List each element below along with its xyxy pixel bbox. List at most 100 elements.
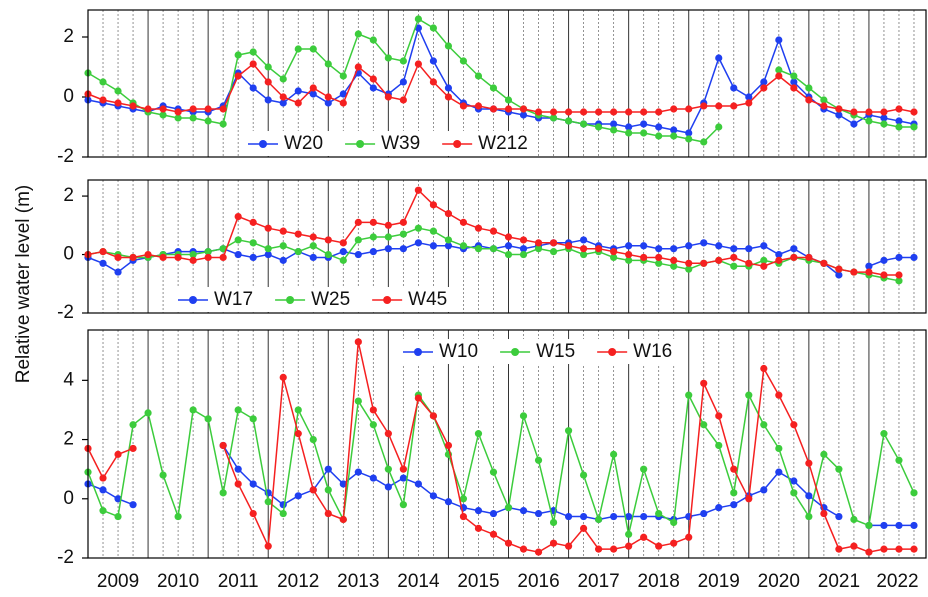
data-point: [700, 379, 708, 387]
data-point: [670, 256, 678, 264]
data-point: [640, 129, 648, 137]
legend-marker: [453, 140, 462, 148]
legend: W10 W15 W16: [399, 339, 677, 365]
data-point: [324, 99, 332, 107]
data-point: [880, 120, 888, 128]
series-line: [778, 69, 914, 128]
data-point: [760, 486, 768, 494]
data-point: [775, 250, 783, 259]
data-point: [655, 123, 663, 131]
data-point: [610, 545, 618, 553]
legend: W17 W25 W45: [174, 287, 452, 313]
data-point: [129, 102, 137, 110]
data-point: [579, 236, 588, 244]
data-point: [685, 105, 693, 113]
y-tick-label: 2: [63, 26, 74, 47]
data-point: [685, 533, 693, 541]
data-point: [489, 468, 498, 476]
data-point: [414, 394, 422, 402]
data-point: [534, 509, 543, 518]
data-point: [534, 456, 543, 464]
data-point: [444, 236, 453, 244]
plot-frame: [87, 179, 927, 314]
data-point: [234, 406, 242, 414]
data-point: [384, 54, 392, 62]
data-point: [865, 262, 873, 270]
data-point: [129, 444, 137, 453]
data-point: [294, 248, 302, 256]
data-point: [354, 218, 362, 226]
data-point: [595, 108, 603, 116]
data-point: [519, 236, 528, 244]
data-point: [579, 120, 588, 128]
data-point: [730, 253, 738, 262]
data-point: [519, 545, 528, 553]
data-point: [685, 391, 693, 399]
data-point: [625, 129, 633, 137]
data-point: [309, 486, 317, 494]
data-point: [640, 242, 648, 250]
data-point: [640, 108, 648, 116]
data-point: [189, 250, 197, 259]
data-point: [775, 444, 783, 453]
data-point: [159, 105, 167, 113]
data-point: [474, 72, 483, 80]
data-point: [610, 253, 618, 262]
data-point: [640, 253, 648, 262]
data-point: [384, 483, 392, 491]
data-point: [895, 271, 903, 279]
data-point: [429, 57, 438, 65]
data-point: [144, 409, 152, 417]
data-point: [564, 108, 573, 116]
data-point: [579, 108, 588, 116]
data-point: [910, 253, 918, 262]
data-point: [610, 120, 618, 128]
data-point: [399, 96, 407, 104]
data-point: [519, 111, 528, 119]
data-point: [504, 504, 513, 512]
data-point: [579, 512, 588, 521]
data-point: [489, 84, 498, 92]
x-tick-label: 2011: [218, 571, 259, 592]
data-point: [895, 521, 903, 530]
data-point: [414, 239, 422, 247]
data-point: [519, 412, 528, 420]
data-point: [294, 406, 302, 414]
data-point: [429, 227, 438, 235]
data-point: [865, 548, 873, 556]
data-point: [369, 421, 377, 429]
data-point: [444, 210, 453, 218]
data-point: [640, 512, 648, 521]
data-point: [129, 253, 137, 262]
data-point: [474, 102, 483, 110]
data-point: [655, 542, 663, 550]
data-point: [279, 227, 287, 235]
data-point: [700, 239, 708, 247]
data-point: [234, 51, 242, 59]
data-point: [835, 512, 843, 521]
data-point: [910, 489, 918, 497]
data-point: [339, 239, 347, 247]
data-point: [564, 512, 573, 521]
data-point: [354, 236, 362, 244]
data-point: [294, 230, 302, 238]
data-point: [189, 114, 197, 122]
data-point: [534, 548, 543, 556]
data-point: [114, 512, 122, 521]
data-point: [519, 105, 528, 113]
legend-label: W16: [633, 341, 672, 362]
data-point: [895, 117, 903, 125]
data-point: [429, 78, 438, 86]
data-point: [504, 250, 513, 259]
data-point: [249, 218, 257, 226]
y-tick-label: 0: [63, 244, 74, 265]
data-point: [670, 132, 678, 140]
data-point: [564, 242, 573, 250]
data-point: [549, 248, 558, 256]
data-point: [745, 245, 753, 253]
data-point: [880, 545, 888, 553]
data-point: [655, 509, 663, 518]
data-point: [850, 268, 858, 276]
data-point: [234, 72, 242, 80]
data-point: [534, 108, 543, 116]
